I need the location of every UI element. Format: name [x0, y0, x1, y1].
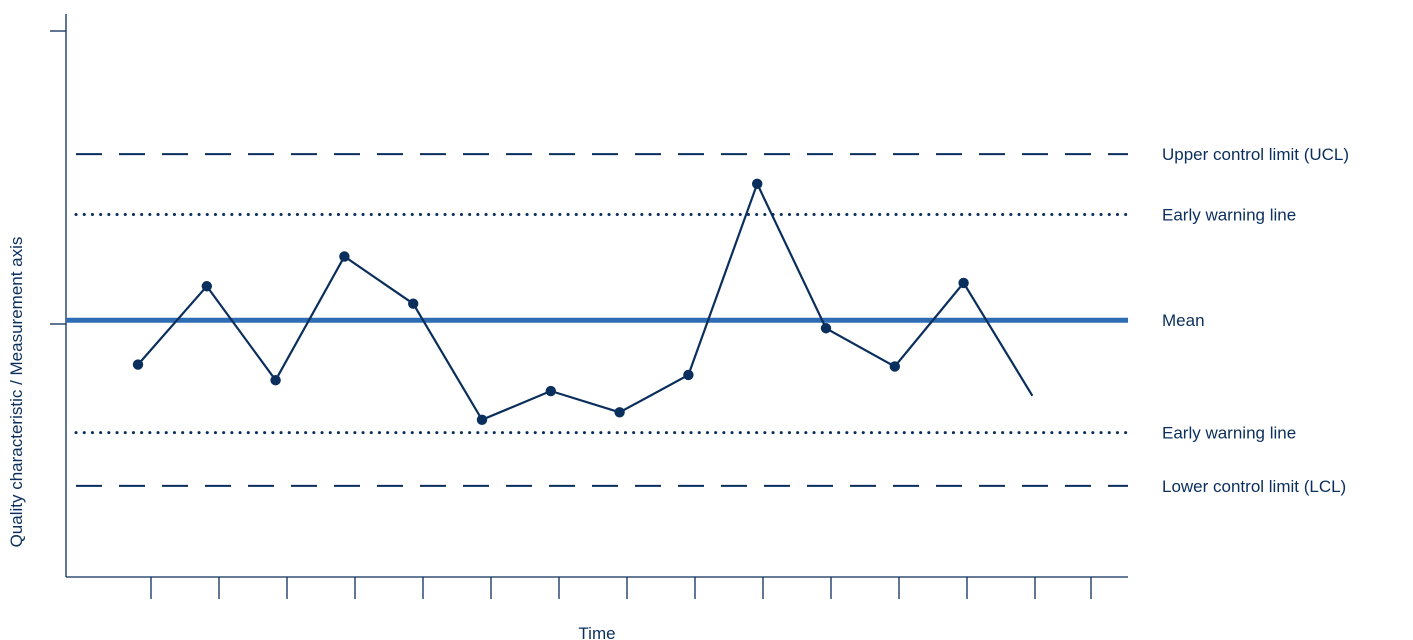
- data-point: [545, 385, 556, 397]
- data-point: [752, 178, 763, 190]
- reference-lines: Upper control limit (UCL) Early warning l…: [66, 145, 1349, 496]
- reference-line-label: Early warning line: [1162, 424, 1296, 443]
- data-point: [476, 414, 488, 426]
- data-point: [339, 251, 350, 262]
- data-point: [889, 361, 900, 372]
- data-point: [958, 277, 969, 289]
- series-line: [137, 180, 1034, 422]
- reference-line-label: Early warning line: [1162, 206, 1296, 225]
- x-ticks: [150, 577, 1092, 599]
- data-point: [614, 407, 625, 418]
- reference-line-label: Mean: [1162, 311, 1205, 330]
- data-point: [683, 369, 694, 381]
- series: [132, 178, 1034, 426]
- data-point: [201, 281, 212, 292]
- data-point: [820, 323, 832, 334]
- y-axis-title: Quality characteristic / Measurement axi…: [7, 237, 26, 548]
- data-point: [270, 374, 281, 386]
- reference-line-label: Lower control limit (LCL): [1162, 477, 1346, 496]
- x-axis-title: Time: [578, 624, 615, 640]
- data-point: [132, 359, 144, 370]
- data-point: [408, 298, 419, 309]
- reference-line-label: Upper control limit (UCL): [1162, 145, 1349, 164]
- axes: [50, 14, 1128, 578]
